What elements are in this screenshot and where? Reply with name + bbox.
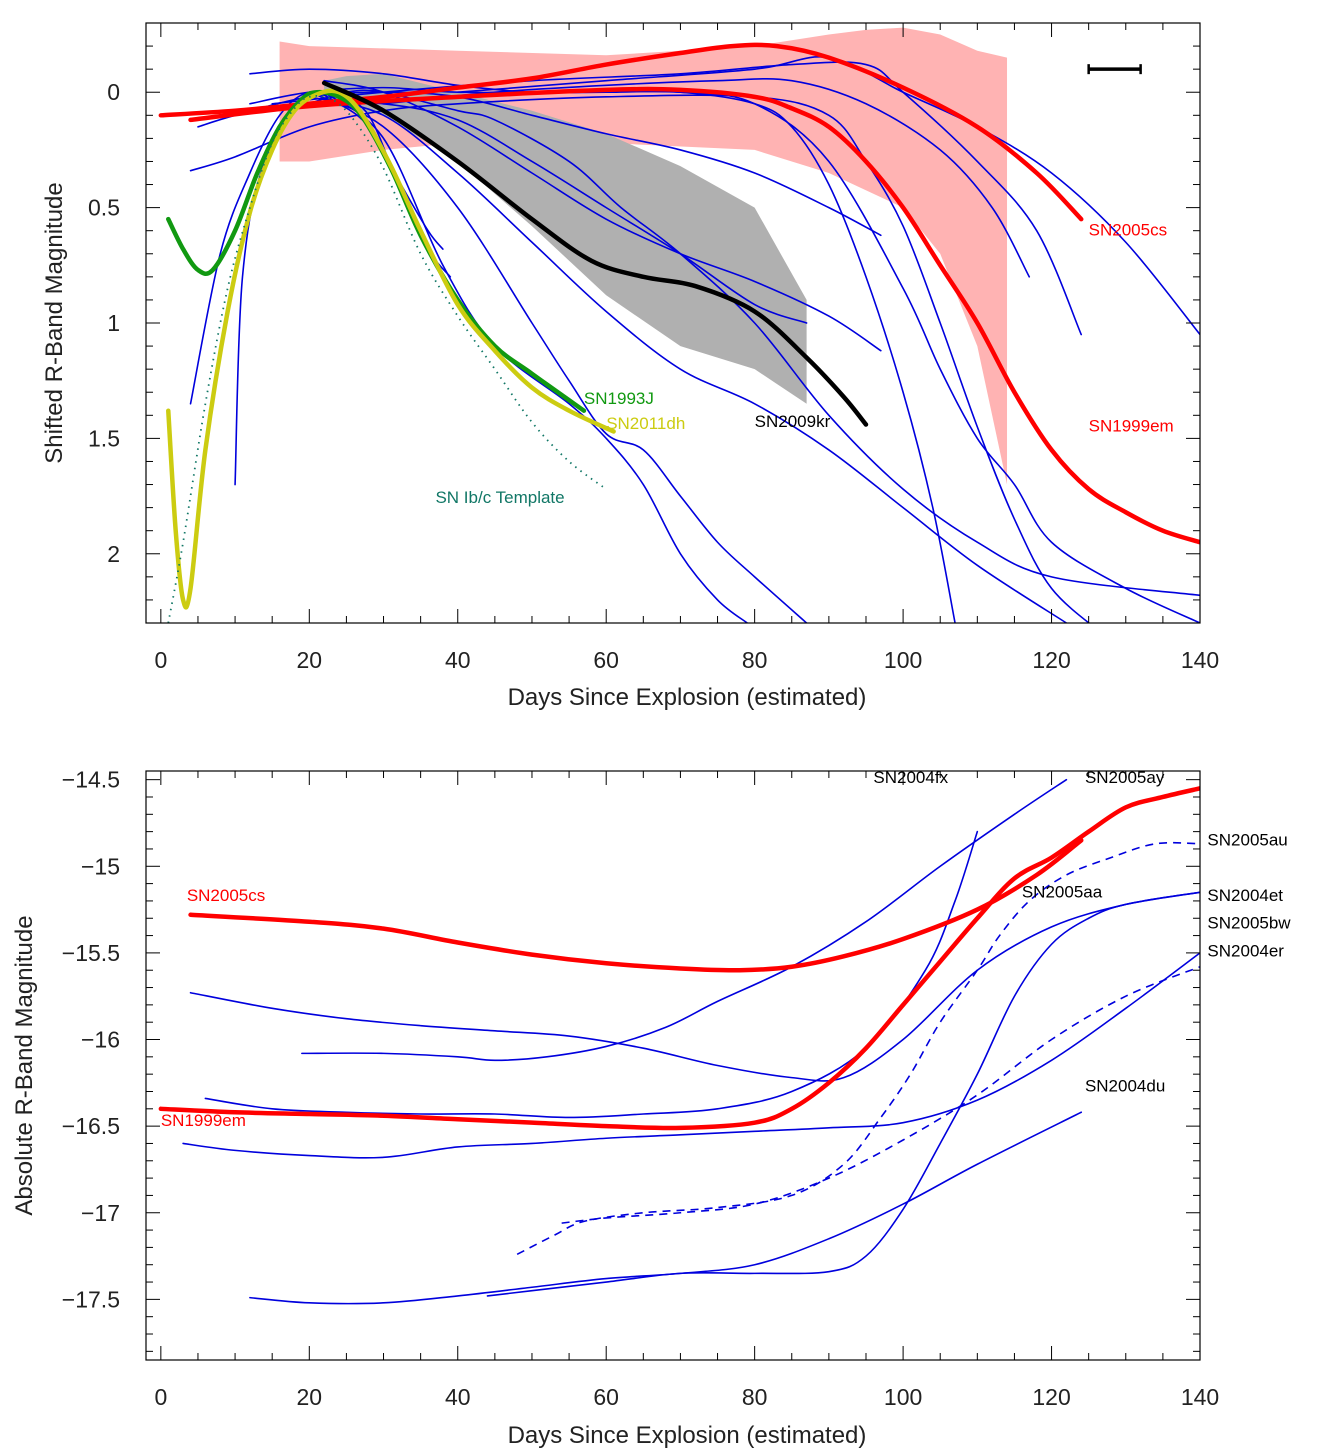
plot-area [158,778,1200,1305]
series-line [167,94,607,623]
x-tick-label: 0 [154,1384,167,1410]
x-tick-label: 120 [1032,647,1070,673]
x-tick-label: 100 [884,647,922,673]
curve-label: SN2004et [1207,886,1283,905]
axes-frame [145,770,1201,1361]
y-tick-label: −16.5 [62,1113,120,1139]
y-tick-label: 1.5 [88,425,120,451]
x-axis-title: Days Since Explosion (estimated) [508,684,867,711]
series-line [182,952,1200,1159]
plot-area [158,27,1200,623]
series-line [188,838,1084,973]
y-tick-label: 0 [107,79,120,105]
series-line [308,91,808,623]
series-line [382,78,1031,278]
y-tick-label: −15 [81,853,120,879]
error-bar [1087,64,1142,75]
curve-label: SN2005ay [1085,768,1165,787]
x-tick-label: 140 [1181,647,1219,673]
y-axis-title: Shifted R-Band Magnitude [41,182,68,464]
y-tick-label: −16 [81,1027,120,1053]
series-line [204,830,979,1119]
series-line [308,101,808,324]
x-tick-label: 80 [742,647,768,673]
x-axis-title: Days Since Explosion (estimated) [508,1422,867,1449]
series-line [158,42,1084,222]
curve-label: SN2005cs [187,886,265,905]
y-tick-label: −17 [81,1200,120,1226]
series-line [516,841,1200,1256]
y-tick-label: −15.5 [62,940,120,966]
x-tick-label: 60 [593,647,619,673]
series-line [166,88,616,610]
x-tick-label: 20 [296,1384,322,1410]
curve-label: SN1999em [1089,416,1174,435]
curve-label: SN2009kr [755,412,831,431]
y-tick-label: 2 [107,541,120,567]
x-tick-label: 80 [742,1384,768,1410]
series-line [188,86,1200,545]
y-tick-label: 0.5 [88,195,120,221]
series-line [189,891,1200,1082]
series-line [456,56,1200,336]
series-line [321,80,869,427]
curve-label: SN2004er [1207,941,1284,960]
x-tick-label: 0 [154,647,167,673]
series-line [308,96,1068,623]
y-tick-label: 1 [107,310,120,336]
curve-label: SN2011dh [606,414,685,433]
series-line [323,79,882,352]
curve-label: SN2005bw [1207,914,1291,933]
curve-label: SN2005au [1207,830,1287,849]
x-tick-label: 60 [593,1384,619,1410]
x-tick-label: 40 [445,1384,471,1410]
curve-label: SN1993J [584,389,654,408]
series-line [301,778,1068,1062]
series-line [271,61,1083,336]
curve-label: SN2005cs [1089,220,1167,239]
x-tick-label: 100 [884,1384,922,1410]
curve-label: SN Ib/c Template [435,488,564,507]
series-line [189,94,1091,623]
x-tick-label: 20 [296,647,322,673]
y-tick-label: −14.5 [62,767,120,793]
top-panel: 0 20 40 60 80 100 120 140 0 0.5 1 1.5 2 Days Since Ex… [41,22,1219,711]
x-tick-label: 120 [1032,1384,1070,1410]
curve-label: SN2004fx [873,768,948,787]
bottom-panel: 0 20 40 60 80 100 120 140 −17.5 −17 −16.5 −16 −15.5 −… [11,767,1291,1449]
series-line [561,966,1200,1224]
y-tick-label: −17.5 [62,1286,120,1312]
series-line [323,91,749,623]
curve-label: SN1999em [161,1111,246,1130]
x-tick-label: 40 [445,647,471,673]
series-line [197,91,882,237]
series-line [158,786,1200,1131]
series-line [486,891,1200,1297]
uncertainty-band [324,73,807,404]
x-tick-label: 140 [1181,1384,1219,1410]
curve-label: SN2004du [1085,1076,1165,1095]
y-axis-title: Absolute R-Band Magnitude [11,915,38,1215]
curve-label: SN2005aa [1022,882,1103,901]
